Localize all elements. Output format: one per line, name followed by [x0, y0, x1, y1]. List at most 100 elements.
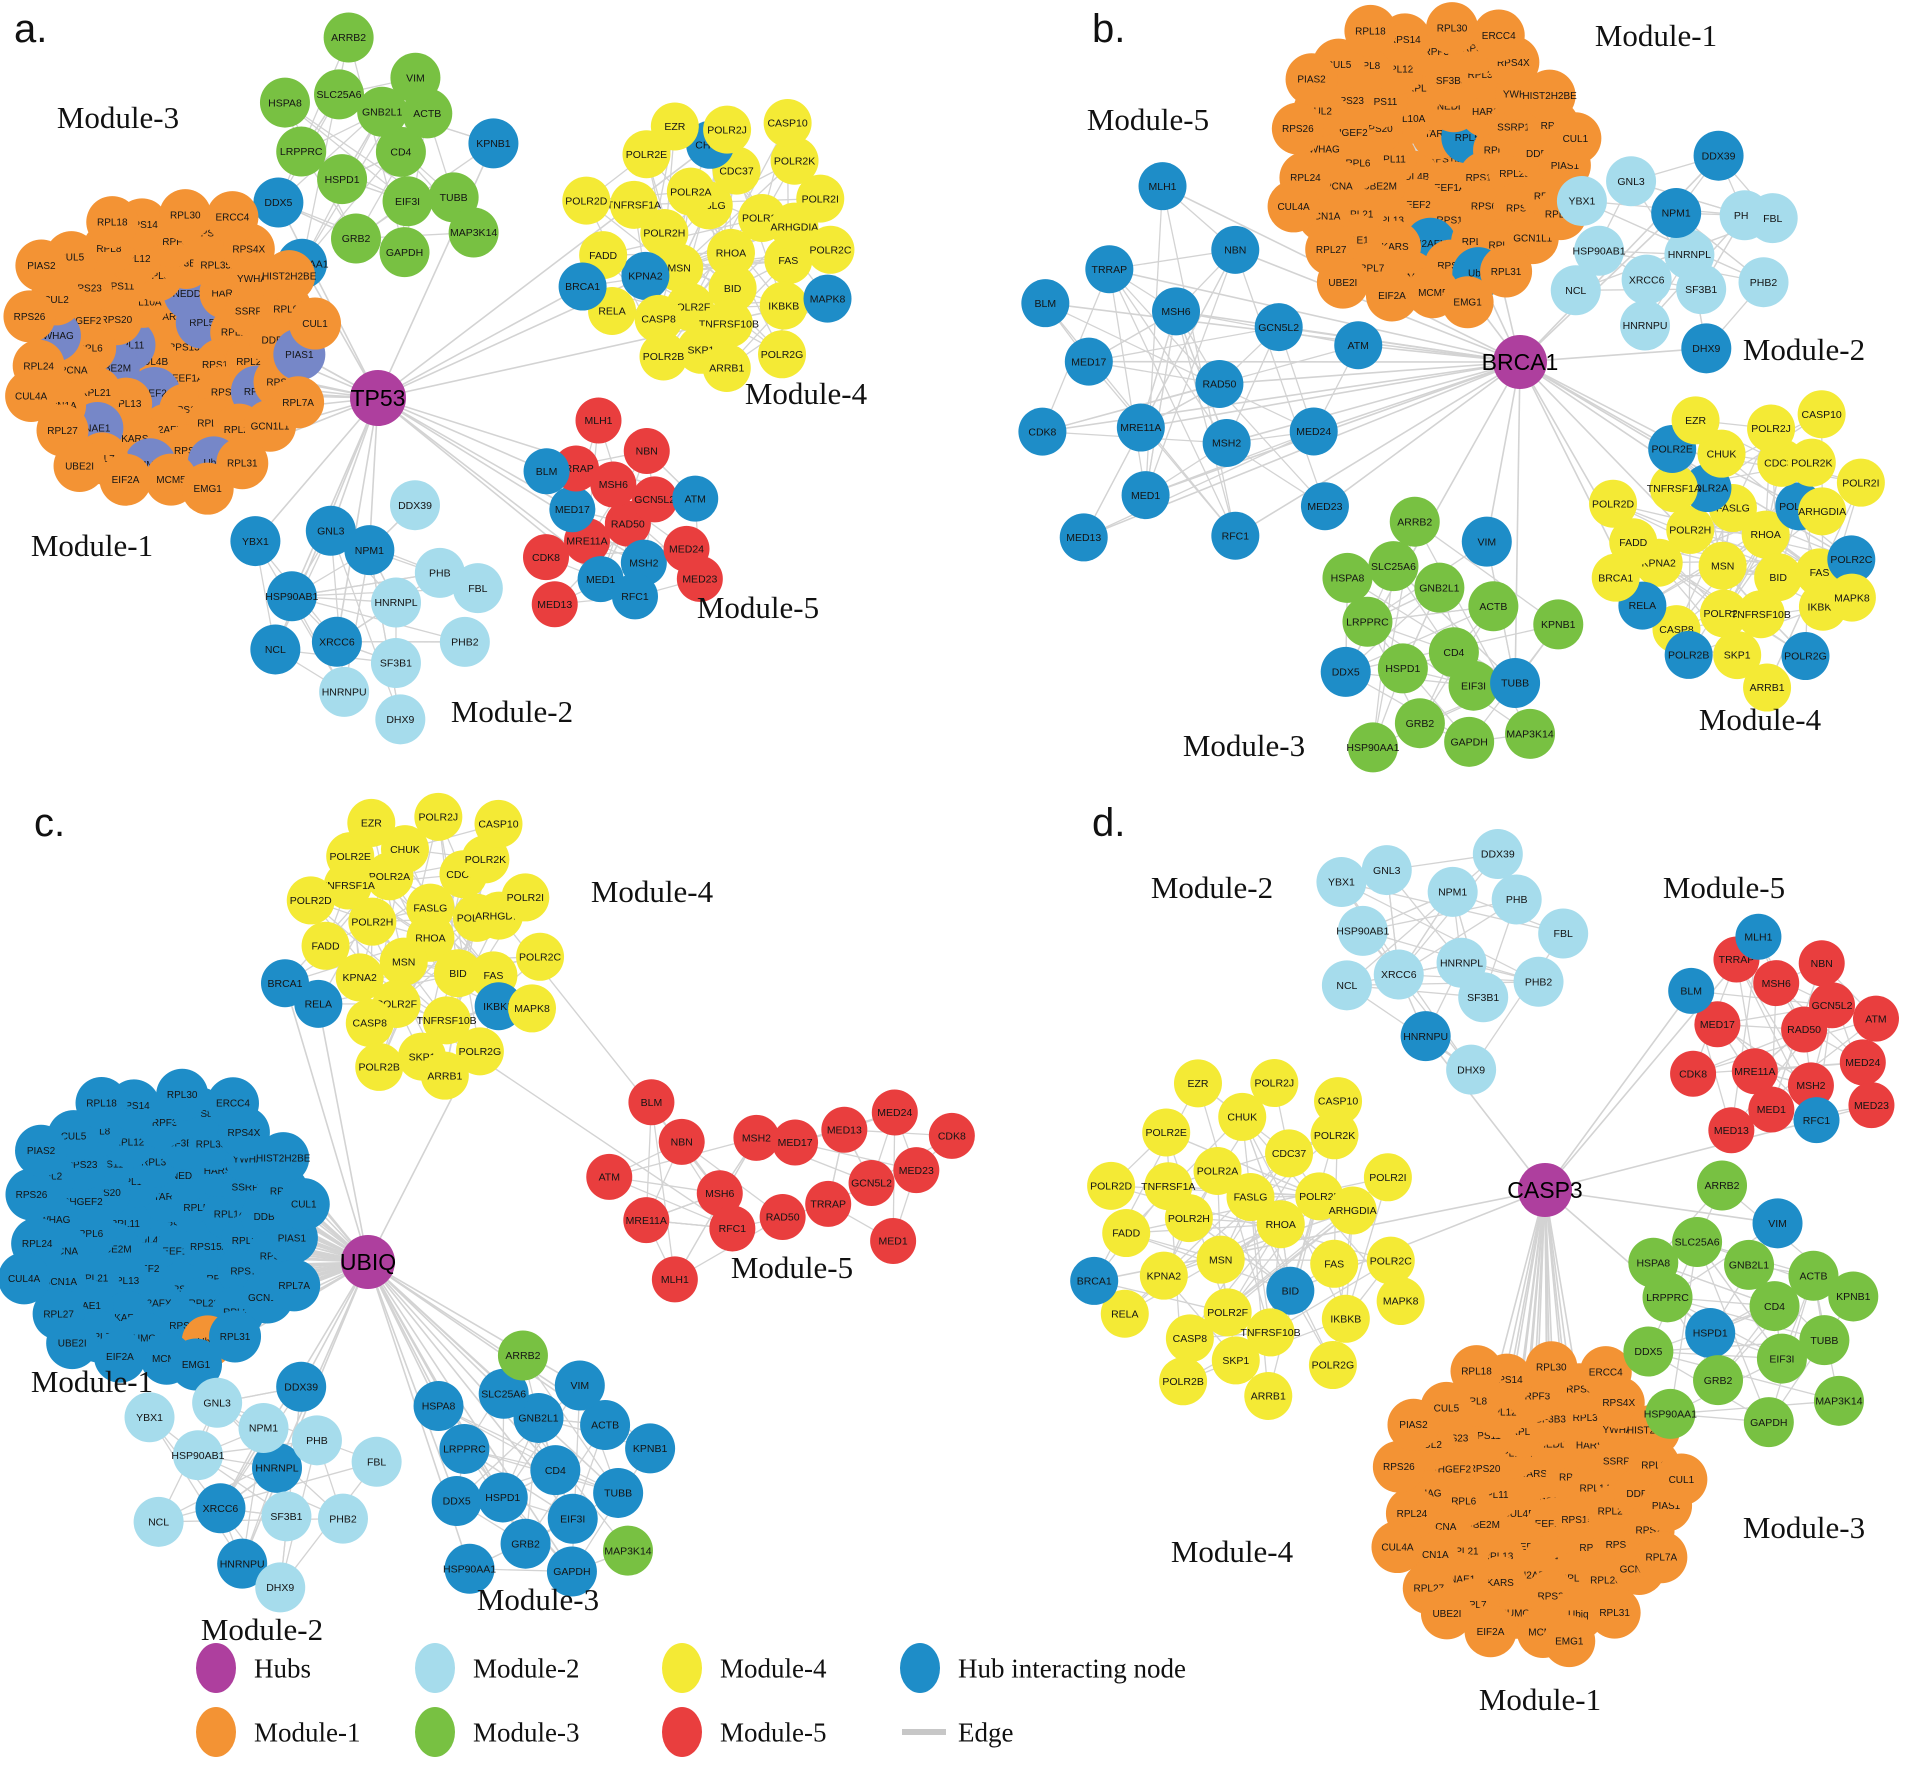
node-FASLG: FASLG: [406, 883, 455, 932]
node-circle-RPL7A: [272, 376, 325, 429]
node-label-POLR2H: POLR2H: [643, 228, 685, 240]
node-ATM: ATM: [672, 475, 719, 522]
node-GCN5L2: GCN5L2: [631, 476, 678, 523]
node-label-MED17: MED17: [1071, 356, 1106, 368]
node-label-RFC1: RFC1: [1222, 530, 1250, 542]
node-label-RPS2: RPS2: [1636, 1526, 1663, 1537]
node-label-DDB1: DDB1: [1526, 149, 1553, 160]
node-label-PIAS2: PIAS2: [27, 261, 56, 272]
node-circle-EIF2A: [99, 453, 152, 506]
node-circle-TNFRSF10B: [1246, 1308, 1295, 1357]
node-label-EMG1: EMG1: [182, 1360, 211, 1371]
node-circle-RHOA: [1741, 510, 1790, 559]
node-MAP3K14: MAP3K14: [1505, 708, 1556, 759]
node-circle-GAPDH: [379, 227, 430, 278]
node-label-RPL29: RPL29: [236, 357, 267, 368]
module-title-c-module-1: Module-1: [31, 1364, 153, 1399]
node-TUBB: TUBB: [1799, 1315, 1850, 1366]
node-circle-PHB: [414, 547, 465, 598]
node-circle-LRPPRC: [276, 126, 327, 177]
node-VIM: VIM: [1461, 516, 1512, 567]
node-circle-POLR2J: [703, 105, 752, 154]
node-SKP1: SKP1: [1211, 1336, 1260, 1385]
node-MAPK8: MAPK8: [1376, 1277, 1425, 1326]
node-MRE11A: MRE11A: [623, 1197, 670, 1244]
node-circle-NPM1: [1651, 188, 1702, 239]
node-UBE2I: UBE2I: [1316, 256, 1369, 309]
node-XRCC6: XRCC6: [311, 616, 362, 667]
node-label-PIAS1: PIAS1: [1652, 1501, 1681, 1512]
hub-label-CASP3: CASP3: [1507, 1177, 1582, 1203]
node-label-EIF3I: EIF3I: [395, 196, 420, 208]
node-circle-NBN: [658, 1118, 705, 1165]
node-ATM: ATM: [1852, 995, 1899, 1042]
hub-BRCA1: BRCA1: [1482, 335, 1558, 389]
node-label-DDX5: DDX5: [1332, 667, 1360, 679]
node-circle-NBN: [623, 428, 670, 475]
node-label-RPL5: RPL5: [1455, 133, 1480, 144]
node-label-PRPF3: PRPF3: [156, 237, 189, 248]
node-POLR2I: POLR2I: [501, 873, 550, 922]
node-label-MSH6: MSH6: [705, 1188, 734, 1200]
node-RFC1: RFC1: [1211, 511, 1260, 560]
node-circle-POLR2D: [1087, 1161, 1136, 1210]
node-PHB2: PHB2: [439, 616, 490, 667]
node-RPL31: RPL31: [209, 1310, 262, 1363]
node-label-RPL11: RPL11: [1479, 1490, 1509, 1501]
node-label-POLR2I: POLR2I: [507, 892, 544, 904]
node-circle-GCN5L2: [1809, 982, 1856, 1029]
node-label-FADD: FADD: [312, 940, 340, 952]
node-label-PHB: PHB: [429, 568, 451, 580]
node-label-RPL35A: RPL35A: [196, 1140, 234, 1151]
node-label-POLR2J: POLR2J: [1254, 1078, 1294, 1090]
node-label-ACTB: ACTB: [413, 108, 441, 120]
node-label-TNFRSF1A: TNFRSF1A: [607, 200, 661, 212]
node-circle-CDK8: [523, 534, 570, 581]
edge: [317, 1003, 369, 1263]
node-label-HARS: HARS: [1472, 107, 1500, 118]
node-label-RPL3: RPL3: [1511, 1427, 1536, 1438]
node-label-HSPD1: HSPD1: [325, 174, 360, 186]
node-NBN: NBN: [1798, 940, 1845, 987]
node-circle-CUL4A: [0, 1252, 51, 1305]
node-label-MED17: MED17: [1700, 1019, 1735, 1031]
edge: [1144, 311, 1177, 496]
node-label-NBN: NBN: [636, 446, 658, 458]
node-label-RPS15A: RPS15A: [1561, 1515, 1600, 1526]
node-label-TNFRSF10B: TNFRSF10B: [417, 1015, 477, 1027]
edge: [1414, 521, 1559, 625]
node-circle-YBX1: [1556, 175, 1607, 226]
node-label-MED1: MED1: [879, 1236, 908, 1248]
node-XRCC6: XRCC6: [195, 1483, 246, 1534]
node-circle-PHB2: [439, 616, 490, 667]
node-HNRNPU: HNRNPU: [319, 666, 370, 717]
node-label-GRB2: GRB2: [342, 233, 371, 245]
node-label-ARRB1: ARRB1: [709, 363, 744, 375]
node-HNRNPL: HNRNPL: [371, 577, 422, 628]
node-circle-NCL: [1321, 960, 1372, 1011]
node-circle-PHB2: [1738, 257, 1789, 308]
node-label-RPL18: RPL18: [1355, 26, 1386, 37]
node-label-HSPA8: HSPA8: [1331, 573, 1365, 585]
node-label-EIF2A: EIF2A: [1378, 291, 1406, 302]
legend-swatch-blue: [900, 1643, 940, 1693]
node-label-FAS: FAS: [484, 970, 504, 982]
node-label-NAE1: NAE1: [75, 1301, 102, 1312]
node-FADD: FADD: [1102, 1209, 1151, 1258]
node-HSPA8: HSPA8: [413, 1381, 464, 1432]
node-label-RPS20: RPS20: [1361, 124, 1393, 135]
node-CDK8: CDK8: [1018, 407, 1067, 456]
node-circle-EIF3I: [1756, 1333, 1807, 1384]
node-circle-BID: [1754, 553, 1803, 602]
node-POLR2F: POLR2F: [1203, 1288, 1252, 1337]
node-label-GNL3: GNL3: [1373, 865, 1401, 877]
node-circle-KPNA2: [621, 251, 670, 300]
node-label-CUL2: CUL2: [1306, 106, 1332, 117]
node-label-POLR2I: POLR2I: [1369, 1172, 1406, 1184]
node-label-KARS: KARS: [1487, 1578, 1515, 1589]
node-HSPD1: HSPD1: [1377, 643, 1428, 694]
node-label-POLR2B: POLR2B: [643, 351, 684, 363]
node-ERCC4: ERCC4: [1472, 9, 1525, 62]
node-circle-GAPDH: [1444, 716, 1495, 767]
node-circle-HSP90AA1: [1347, 722, 1398, 773]
